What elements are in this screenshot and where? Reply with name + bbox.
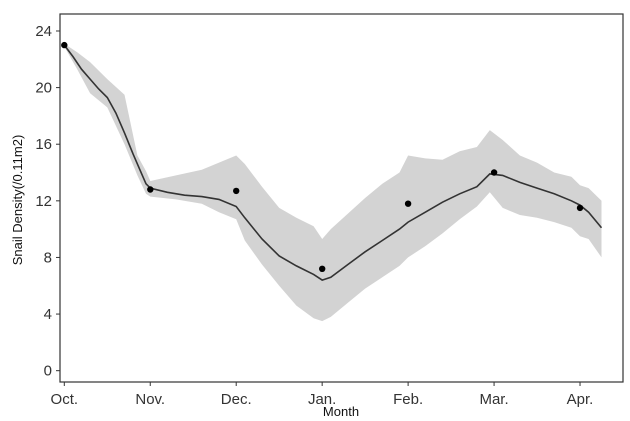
data-point xyxy=(490,169,498,176)
trend-line-layer xyxy=(63,44,603,281)
x-axis-title: Month xyxy=(323,404,359,419)
data-point xyxy=(147,186,154,193)
y-tick-label: 0 xyxy=(44,363,52,380)
observed-points-layer xyxy=(61,41,584,272)
x-tick-label: Nov. xyxy=(135,391,165,408)
x-tick-label: Mar. xyxy=(479,391,508,408)
y-tick-label: 8 xyxy=(44,249,52,266)
trend-line xyxy=(63,44,603,281)
data-point xyxy=(61,41,68,49)
x-tick-label: Oct. xyxy=(51,391,79,408)
plot-frame xyxy=(59,13,624,383)
x-tick-label: Feb. xyxy=(393,391,423,408)
data-point xyxy=(576,204,584,212)
y-tick-label: 24 xyxy=(35,23,52,40)
confidence-band-layer xyxy=(64,43,602,322)
y-tick-label: 12 xyxy=(35,193,52,210)
confidence-band xyxy=(64,43,602,322)
y-tick-label: 4 xyxy=(44,306,52,323)
x-tick-label: Dec. xyxy=(221,391,252,408)
y-axis-title: Snail Density(/0.11m2) xyxy=(10,135,25,266)
y-tick-label: 20 xyxy=(35,80,52,97)
data-point xyxy=(233,187,240,195)
x-tick-label: Apr. xyxy=(567,391,594,408)
data-point xyxy=(404,200,412,207)
x-tick-label: Jan. xyxy=(308,391,336,408)
data-point xyxy=(319,265,326,272)
axes: 0 4 8 12 16 20 24 Oct. Nov. Dec. Jan. Feb. Mar. Apr. xyxy=(35,23,593,408)
y-tick-label: 16 xyxy=(35,136,52,153)
